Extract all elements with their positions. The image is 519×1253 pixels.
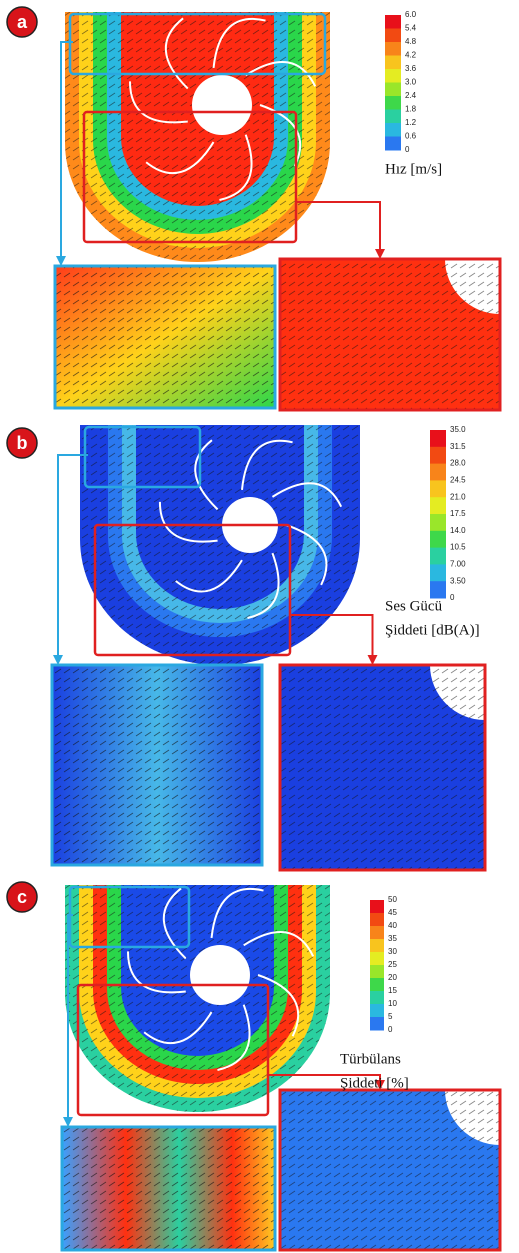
- inset-vectors: [55, 266, 275, 408]
- colorbar-tick-label: 28.0: [450, 459, 466, 468]
- colorbar-tick-label: 35.0: [450, 425, 466, 434]
- colorbar-tick-label: 10.5: [450, 543, 466, 552]
- colorbar-band: [385, 137, 401, 151]
- colorbar-band: [370, 900, 384, 914]
- colorbar-band: [430, 464, 446, 481]
- colorbar-tick-label: 50: [388, 895, 397, 904]
- figure: a 6.0 5.4 4.8 4.2 3.6 3.0 2.4 1.8 1.2 0.6 0 Hız [m/s…: [0, 0, 519, 1253]
- colorbar-band: [385, 83, 401, 97]
- colorbar-tick-label: 10: [388, 999, 397, 1008]
- colorbar-tick-label: 1.2: [405, 118, 417, 127]
- colorbar-band: [430, 430, 446, 447]
- colorbar-title: Türbülans: [340, 1051, 401, 1067]
- colorbar-band: [370, 991, 384, 1005]
- colorbar-tick-label: 2.4: [405, 91, 417, 100]
- colorbar-band: [370, 965, 384, 979]
- colorbar-band: [430, 581, 446, 598]
- panel-label: b: [17, 433, 28, 453]
- colorbar-tick-label: 20: [388, 973, 397, 982]
- vector-field: [65, 885, 330, 1112]
- colorbar-band: [385, 123, 401, 137]
- colorbar-tick-label: 14.0: [450, 526, 466, 535]
- colorbar-tick-label: 21.0: [450, 492, 466, 501]
- colorbar-tick-label: 6.0: [405, 10, 417, 19]
- colorbar-tick-label: 3.0: [405, 78, 417, 87]
- colorbar-tick-label: 3.6: [405, 64, 417, 73]
- hub: [192, 75, 252, 135]
- colorbar-tick-label: 31.5: [450, 442, 466, 451]
- inset-vectors: [62, 1127, 275, 1250]
- colorbar-tick-label: 3.50: [450, 576, 466, 585]
- colorbar-tick-label: 25: [388, 960, 397, 969]
- colorbar-tick-label: 4.2: [405, 51, 417, 60]
- colorbar-band: [430, 564, 446, 581]
- colorbar-band: [370, 939, 384, 953]
- colorbar-tick-label: 0: [388, 1025, 393, 1034]
- colorbar-band: [430, 447, 446, 464]
- panel-label: a: [17, 12, 28, 32]
- colorbar-title: Şiddeti [%]: [340, 1075, 409, 1091]
- colorbar-tick-label: 5.4: [405, 24, 417, 33]
- colorbar-band: [370, 926, 384, 940]
- panel-label: c: [17, 887, 27, 907]
- colorbar-tick-label: 30: [388, 947, 397, 956]
- colorbar-band: [370, 913, 384, 927]
- colorbar-title: Hız [m/s]: [385, 161, 442, 177]
- colorbar-tick-label: 0: [405, 145, 410, 154]
- inset-vectors: [280, 259, 500, 410]
- colorbar-tick-label: 4.8: [405, 37, 417, 46]
- vector-field: [80, 425, 360, 665]
- colorbar-band: [385, 110, 401, 124]
- colorbar-tick-label: 0: [450, 593, 455, 602]
- vector-field: [65, 12, 330, 262]
- inset-vectors: [52, 665, 262, 865]
- colorbar-tick-label: 35: [388, 934, 397, 943]
- colorbar-band: [385, 29, 401, 43]
- colorbar-band: [430, 497, 446, 514]
- connector-red: [296, 202, 380, 255]
- colorbar-tick-label: 1.8: [405, 105, 417, 114]
- colorbar-title: Şiddeti [dB(A)]: [385, 622, 480, 638]
- colorbar-tick-label: 17.5: [450, 509, 466, 518]
- colorbar-band: [385, 69, 401, 83]
- colorbar-tick-label: 7.00: [450, 560, 466, 569]
- colorbar-tick-label: 24.5: [450, 476, 466, 485]
- colorbar-tick-label: 40: [388, 921, 397, 930]
- inset-vectors: [280, 1090, 500, 1250]
- colorbar-band: [430, 548, 446, 565]
- colorbar-band: [370, 978, 384, 992]
- colorbar-band: [370, 1017, 384, 1031]
- colorbar-band: [370, 952, 384, 966]
- colorbar-band: [385, 96, 401, 110]
- colorbar-tick-label: 15: [388, 986, 397, 995]
- colorbar-band: [430, 480, 446, 497]
- colorbar-band: [385, 15, 401, 29]
- hub: [190, 945, 250, 1005]
- colorbar-tick-label: 0.6: [405, 132, 417, 141]
- colorbar-band: [385, 56, 401, 70]
- colorbar-title: Ses Gücü: [385, 598, 443, 614]
- colorbar-tick-label: 5: [388, 1012, 393, 1021]
- inset-vectors: [280, 665, 485, 870]
- colorbar-band: [430, 531, 446, 548]
- colorbar-band: [370, 1004, 384, 1018]
- colorbar-band: [430, 514, 446, 531]
- colorbar-tick-label: 45: [388, 908, 397, 917]
- colorbar-band: [385, 42, 401, 56]
